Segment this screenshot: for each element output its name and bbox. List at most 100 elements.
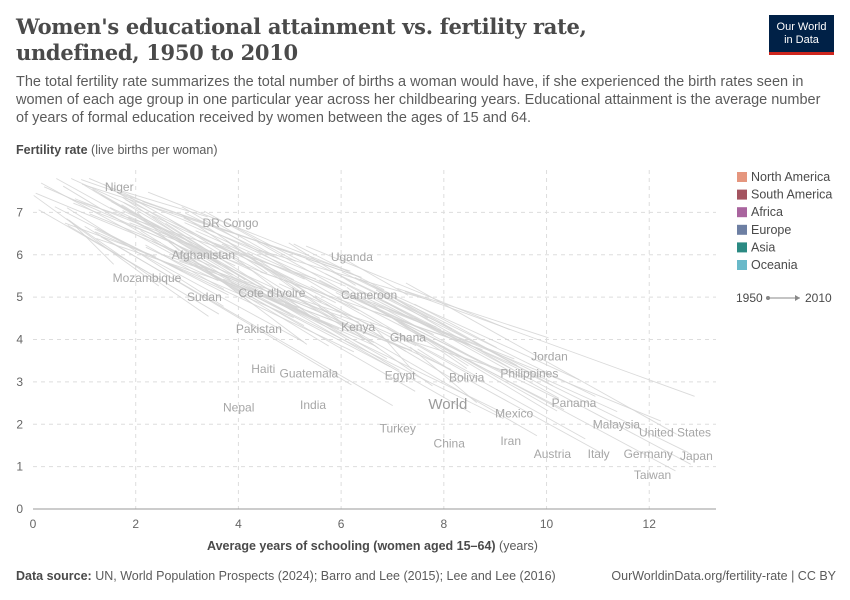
y-tick-label: 5 — [16, 290, 23, 304]
country-label[interactable]: Afghanistan — [172, 248, 235, 262]
trajectory-line — [220, 250, 263, 273]
country-label[interactable]: Jordan — [531, 349, 568, 363]
trajectory-line — [170, 236, 388, 360]
country-label[interactable]: United States — [639, 426, 711, 440]
country-label[interactable]: Cameroon — [341, 288, 397, 302]
country-label[interactable]: Mozambique — [113, 271, 182, 285]
trajectory-line — [163, 254, 389, 329]
country-label[interactable]: Italy — [588, 447, 610, 461]
country-label[interactable]: Malaysia — [593, 417, 641, 431]
country-label[interactable]: Turkey — [380, 421, 416, 435]
footer-credit[interactable]: OurWorldinData.org/fertility-rate | CC B… — [611, 569, 836, 583]
range-end: 2010 — [805, 291, 832, 305]
trajectory-line — [94, 228, 355, 353]
trajectory-line — [38, 209, 167, 284]
legend-item-label[interactable]: Asia — [751, 240, 775, 254]
trajectory-line — [152, 215, 211, 253]
country-label[interactable]: Austria — [534, 447, 572, 461]
trajectory-line — [181, 206, 408, 339]
country-label[interactable]: Nepal — [223, 400, 254, 414]
x-axis-title: Average years of schooling (women aged 1… — [207, 539, 538, 553]
country-label[interactable]: Iran — [500, 434, 521, 448]
y-tick-label: 0 — [16, 502, 23, 516]
country-label[interactable]: World — [428, 396, 467, 413]
legend-item-label[interactable]: South America — [751, 188, 832, 202]
trajectory-line — [223, 280, 416, 392]
y-tick-label: 4 — [16, 333, 23, 347]
country-label[interactable]: Bolivia — [449, 371, 485, 385]
country-label[interactable]: Germany — [624, 447, 673, 461]
trajectory-line — [310, 285, 586, 440]
country-label[interactable]: Japan — [680, 449, 713, 463]
trajectory-line — [81, 183, 351, 272]
y-tick-label: 2 — [16, 417, 23, 431]
y-axis-label: Fertility rate — [16, 143, 88, 157]
trajectory-line — [319, 279, 502, 374]
x-tick-label: 2 — [132, 517, 139, 531]
x-tick-label: 0 — [30, 517, 37, 531]
country-label[interactable]: China — [434, 436, 466, 450]
trajectory-line — [314, 295, 605, 455]
legend-swatch[interactable] — [737, 172, 747, 182]
legend-item-label[interactable]: Oceania — [751, 258, 798, 272]
footer-source: Data source: UN, World Population Prospe… — [16, 569, 556, 583]
country-label[interactable]: Sudan — [187, 290, 222, 304]
trajectory-line — [169, 218, 365, 341]
legend-item-label[interactable]: Europe — [751, 223, 791, 237]
legend-swatch[interactable] — [737, 242, 747, 253]
x-axis-unit: (years) — [499, 539, 538, 553]
country-label[interactable]: Uganda — [331, 250, 373, 264]
country-label[interactable]: Egypt — [385, 369, 416, 383]
trajectory-line — [409, 346, 478, 404]
trajectory-line — [151, 240, 333, 328]
x-tick-label: 4 — [235, 517, 242, 531]
trajectory-line — [66, 218, 209, 317]
country-label[interactable]: Guatemala — [279, 366, 338, 380]
legend-swatch[interactable] — [737, 189, 747, 200]
owid-logo[interactable]: Our World in Data — [769, 15, 834, 55]
x-tick-label: 10 — [540, 517, 554, 531]
country-label[interactable]: Philippines — [500, 366, 558, 380]
trajectory-line — [145, 246, 219, 282]
trajectory-line — [293, 243, 385, 291]
trajectory-line — [379, 298, 560, 399]
x-axis-label: Average years of schooling (women aged 1… — [207, 539, 496, 553]
source-label: Data source: — [16, 569, 92, 583]
legend-swatch[interactable] — [737, 207, 747, 218]
country-label[interactable]: Pakistan — [236, 322, 282, 336]
country-label[interactable]: India — [300, 398, 326, 412]
trajectory-line — [62, 185, 329, 347]
country-label[interactable]: Cote d'Ivoire — [238, 286, 305, 300]
trajectory-line — [165, 222, 298, 309]
trajectory-line — [111, 201, 185, 240]
y-tick-label: 6 — [16, 248, 23, 262]
legend-item-label[interactable]: North America — [751, 170, 830, 184]
trajectory-line — [257, 241, 558, 412]
trajectory-line — [121, 190, 208, 218]
trajectory-line — [387, 327, 479, 378]
country-label[interactable]: DR Congo — [202, 216, 258, 230]
country-label[interactable]: Panama — [552, 396, 597, 410]
trajectory-line — [409, 304, 518, 366]
country-label[interactable]: Niger — [105, 180, 134, 194]
trajectory-line — [285, 290, 538, 437]
trajectory-line — [68, 219, 114, 265]
legend[interactable]: North America South America Africa Europe As… — [737, 170, 832, 272]
trajectory-line — [95, 231, 294, 318]
country-label[interactable]: Haiti — [251, 362, 275, 376]
y-axis-ticks: 0 1 2 3 4 5 6 7 — [16, 205, 23, 516]
legend-item-label[interactable]: Africa — [751, 205, 783, 219]
chart-subtitle: The total fertility rate summarizes the … — [16, 74, 821, 126]
country-label[interactable]: Ghana — [390, 330, 426, 344]
legend-swatch[interactable] — [737, 260, 747, 270]
range-arrowhead — [795, 295, 800, 301]
country-label[interactable]: Mexico — [495, 407, 533, 421]
legend-swatch[interactable] — [737, 224, 747, 235]
x-tick-label: 12 — [643, 517, 657, 531]
country-label[interactable]: Taiwan — [634, 468, 671, 482]
country-label[interactable]: Kenya — [341, 320, 375, 334]
trajectory-line — [70, 178, 360, 311]
trajectory-line — [203, 210, 296, 262]
y-axis-title: Fertility rate (live births per woman) — [16, 143, 217, 157]
